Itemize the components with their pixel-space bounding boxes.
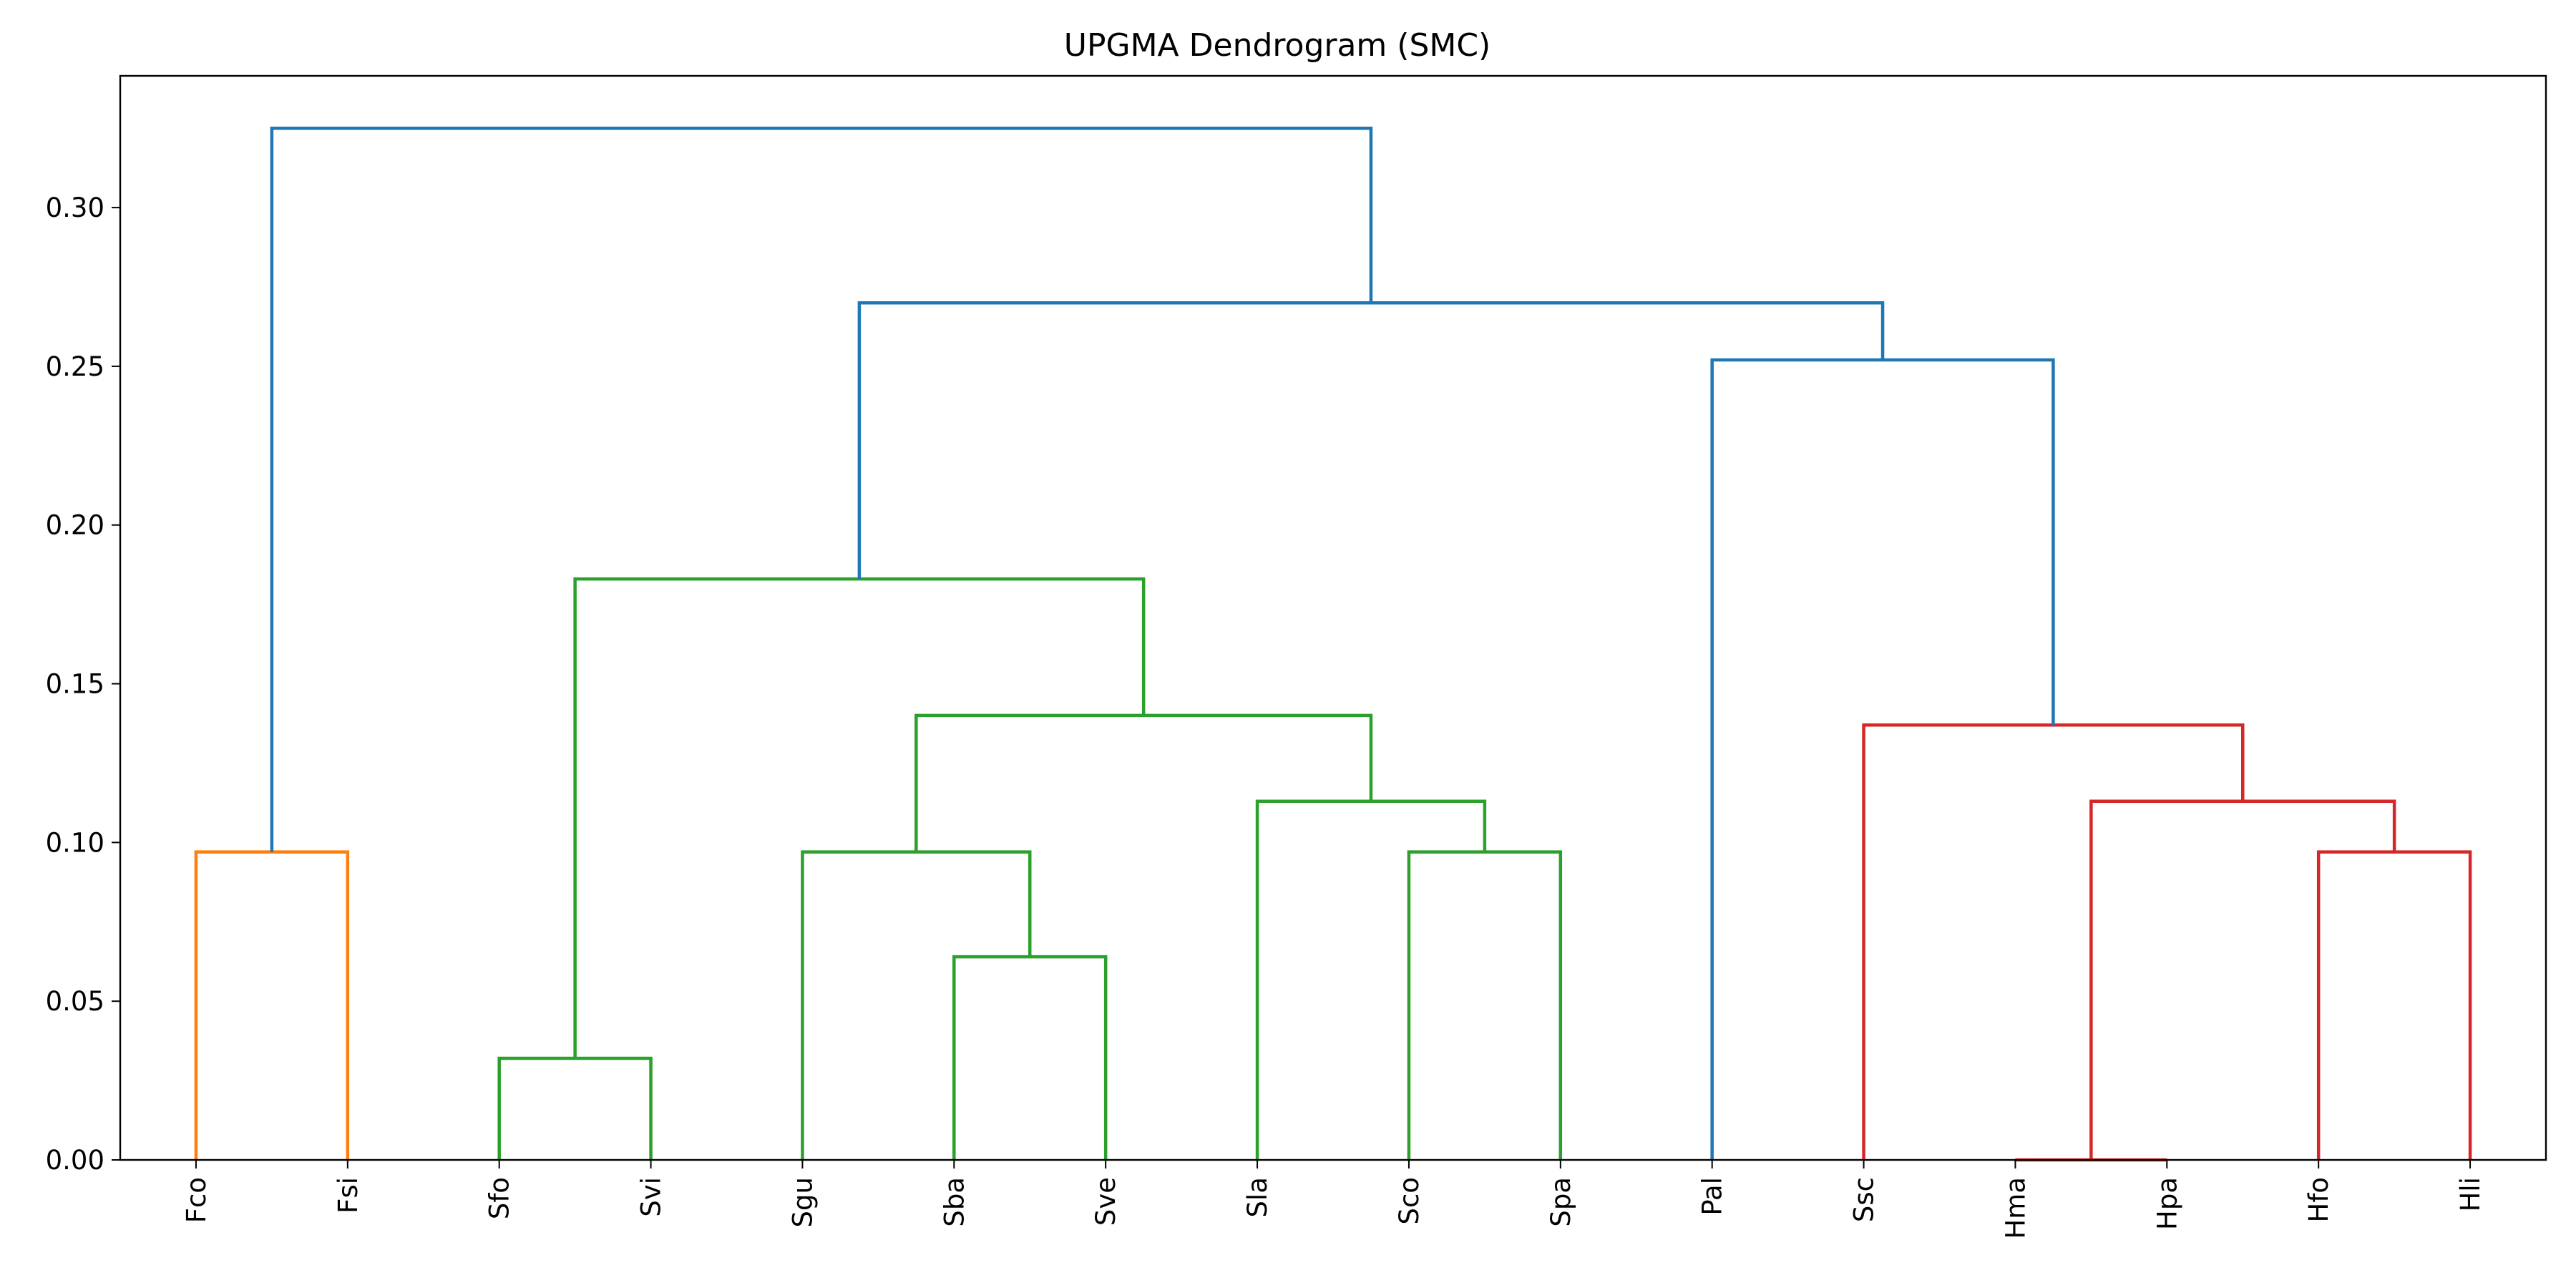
y-tick-label: 0.20 bbox=[46, 510, 104, 541]
y-axis: 0.00 0.05 0.10 0.15 0.20 0.25 0.30 bbox=[46, 192, 120, 1176]
dendrogram-links bbox=[194, 126, 2472, 1162]
link-m8 bbox=[573, 577, 1146, 1059]
leaf-label-hfo: Hfo bbox=[2303, 1177, 2334, 1223]
link-m7 bbox=[914, 713, 1373, 852]
leaf-label-sfo: Sfo bbox=[484, 1177, 515, 1219]
y-tick-label: 0.10 bbox=[46, 827, 104, 858]
leaf-label-hli: Hli bbox=[2455, 1177, 2486, 1211]
link-m13 bbox=[1710, 358, 2055, 1160]
plot-frame bbox=[119, 74, 2547, 1161]
link-m5 bbox=[1407, 850, 1563, 1160]
leaf-label-hpa: Hpa bbox=[2152, 1177, 2182, 1230]
leaf-label-sco: Sco bbox=[1394, 1177, 1425, 1224]
leaf-label-svi: Svi bbox=[636, 1177, 667, 1217]
y-tick-label: 0.30 bbox=[46, 192, 104, 223]
leaf-label-sla: Sla bbox=[1242, 1177, 1273, 1217]
x-axis: Fco Fsi Sfo Svi Sgu Sba Sve Sla Sco Spa Pal Ssc Hma H… bbox=[181, 1160, 2486, 1239]
link-m10 bbox=[2316, 850, 2472, 1160]
leaf-label-hma: Hma bbox=[2000, 1177, 2031, 1239]
y-tick-label: 0.00 bbox=[46, 1145, 104, 1176]
chart-title: UPGMA Dendrogram (SMC) bbox=[1064, 27, 1491, 64]
leaf-label-sba: Sba bbox=[939, 1177, 970, 1227]
leaf-label-sve: Sve bbox=[1091, 1177, 1121, 1226]
leaf-label-fco: Fco bbox=[181, 1177, 212, 1223]
leaf-label-spa: Spa bbox=[1546, 1177, 1576, 1227]
link-m12 bbox=[1862, 723, 2245, 1160]
link-m3 bbox=[952, 955, 1108, 1160]
leaf-label-pal: Pal bbox=[1697, 1177, 1728, 1216]
y-tick-label: 0.15 bbox=[46, 669, 104, 700]
link-m2 bbox=[497, 1056, 653, 1160]
link-m1 bbox=[194, 850, 350, 1160]
link-m6 bbox=[1255, 799, 1487, 1160]
link-m14 bbox=[857, 301, 1885, 580]
y-tick-label: 0.25 bbox=[46, 351, 104, 382]
leaf-label-fsi: Fsi bbox=[333, 1177, 364, 1214]
link-m4 bbox=[801, 850, 1032, 1160]
link-m15 bbox=[270, 126, 1373, 852]
leaf-label-ssc: Ssc bbox=[1849, 1177, 1880, 1222]
y-tick-label: 0.05 bbox=[46, 986, 104, 1017]
leaf-label-sgu: Sgu bbox=[787, 1177, 818, 1227]
link-m11 bbox=[2089, 799, 2396, 1160]
